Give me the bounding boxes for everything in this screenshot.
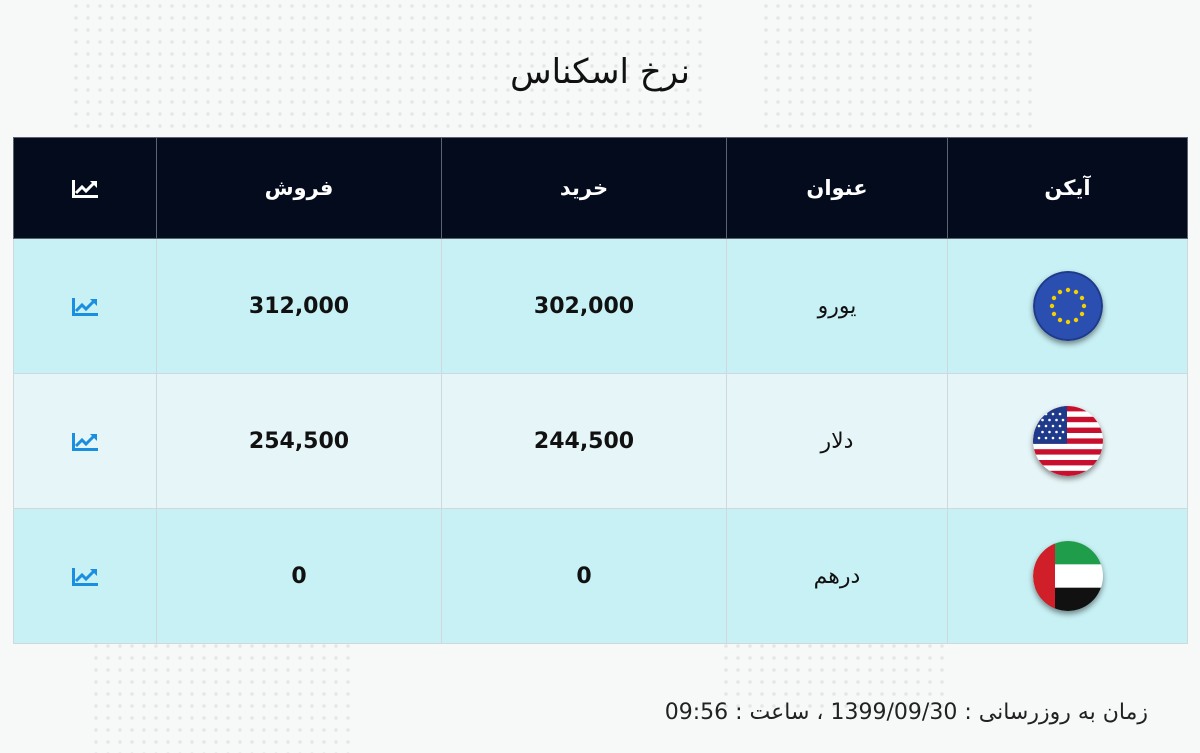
update-separator: ، — [816, 700, 824, 725]
sell-price: 312,000 — [156, 238, 442, 374]
sell-price: 0 — [156, 508, 442, 644]
update-label: زمان به روزرسانی : — [964, 700, 1148, 725]
header-buy: خرید — [441, 137, 727, 239]
eu-flag-icon — [1032, 271, 1103, 341]
chart-line-icon — [70, 176, 100, 200]
table-row: دلار 244,500 254,500 — [13, 373, 1188, 509]
table-row: درهم 0 0 — [13, 508, 1188, 644]
flag-cell — [947, 373, 1188, 509]
flag-cell — [947, 508, 1188, 644]
chart-cell[interactable] — [13, 508, 157, 644]
buy-price: 0 — [441, 508, 727, 644]
table-header-row: آیکن عنوان خرید فروش — [13, 137, 1188, 239]
update-date: 1399/09/30 — [830, 700, 958, 725]
chart-line-icon[interactable] — [70, 429, 100, 454]
chart-cell[interactable] — [13, 238, 157, 374]
currency-name: دلار — [726, 373, 948, 509]
background-pattern — [90, 640, 350, 753]
background-pattern — [70, 0, 710, 130]
update-time-label: ساعت : — [735, 700, 810, 725]
background-pattern — [720, 640, 950, 710]
sell-price: 254,500 — [156, 373, 442, 509]
currency-name: یورو — [726, 238, 948, 374]
flag-cell — [947, 238, 1188, 374]
chart-cell[interactable] — [13, 373, 157, 509]
table-row: یورو 302,000 312,000 — [13, 238, 1188, 374]
buy-price: 244,500 — [441, 373, 727, 509]
header-icon: آیکن — [947, 137, 1188, 239]
header-sell: فروش — [156, 137, 442, 239]
buy-price: 302,000 — [441, 238, 727, 374]
chart-line-icon[interactable] — [70, 294, 100, 319]
exchange-rates-table: آیکن عنوان خرید فروش — [13, 137, 1188, 644]
header-name: عنوان — [726, 137, 948, 239]
last-update-info: زمان به روزرسانی : 1399/09/30 ، ساعت : 0… — [665, 700, 1148, 725]
update-time: 09:56 — [664, 700, 729, 725]
currency-name: درهم — [726, 508, 948, 644]
page-title: نرخ اسکناس — [510, 52, 690, 92]
us-flag-icon — [1032, 406, 1103, 476]
background-pattern — [760, 0, 1040, 130]
header-chart — [13, 137, 157, 239]
uae-flag-icon — [1032, 541, 1103, 611]
chart-line-icon[interactable] — [70, 564, 100, 589]
